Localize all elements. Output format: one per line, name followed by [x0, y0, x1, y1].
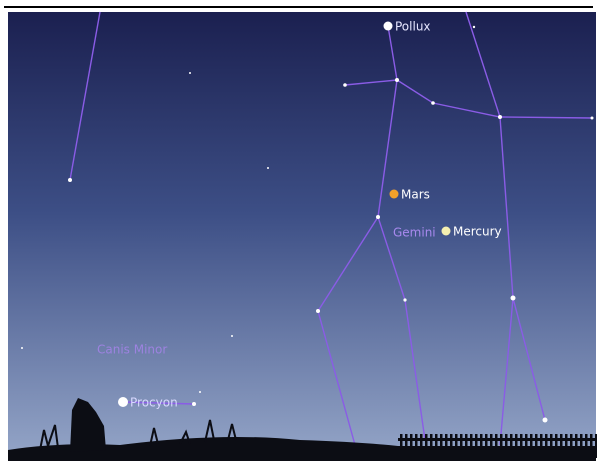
fence-picket — [470, 434, 473, 458]
star — [21, 347, 23, 349]
sky-chart: Pollux Mars Gemini Mercury Canis Minor P… — [0, 0, 597, 463]
fence-picket — [410, 434, 413, 458]
mars-marker — [390, 190, 399, 199]
procyon-marker — [118, 397, 128, 407]
fence-picket — [510, 434, 513, 458]
fence-picket — [495, 434, 498, 458]
star — [591, 117, 594, 120]
fence-picket — [465, 434, 468, 458]
fence-picket — [515, 434, 518, 458]
planet-label: Mercury — [453, 225, 502, 239]
fence-picket — [475, 434, 478, 458]
star — [343, 83, 347, 87]
fence-picket — [415, 434, 418, 458]
fence-picket — [590, 434, 593, 458]
fence-picket — [485, 434, 488, 458]
fence-picket — [540, 434, 543, 458]
fence-picket — [535, 434, 538, 458]
fence-picket — [530, 434, 533, 458]
star — [189, 72, 191, 74]
fence-picket — [545, 434, 548, 458]
star — [316, 309, 320, 313]
constellation-label: Gemini — [393, 226, 436, 240]
fence-picket — [505, 434, 508, 458]
constellation-label: Canis Minor — [97, 343, 167, 357]
star — [199, 391, 201, 393]
fence-picket — [580, 434, 583, 458]
fence-picket — [420, 434, 423, 458]
fence-picket — [525, 434, 528, 458]
fence-picket — [585, 434, 588, 458]
fence-picket — [575, 434, 578, 458]
star — [395, 78, 399, 82]
pollux-marker — [384, 22, 393, 31]
fence-picket — [460, 434, 463, 458]
fence-picket — [440, 434, 443, 458]
page: Pollux Mars Gemini Mercury Canis Minor P… — [0, 0, 597, 463]
planet-label: Mars — [401, 188, 430, 202]
fence-picket — [490, 434, 493, 458]
fence-picket — [435, 434, 438, 458]
fence-picket — [445, 434, 448, 458]
star — [543, 418, 548, 423]
star — [511, 296, 516, 301]
star — [376, 215, 380, 219]
star — [68, 178, 72, 182]
fence-picket — [565, 434, 568, 458]
fence-picket — [570, 434, 573, 458]
star — [403, 298, 406, 301]
fence-picket — [450, 434, 453, 458]
mercury-marker — [442, 227, 451, 236]
sky — [8, 12, 596, 461]
star — [192, 402, 196, 406]
fence-picket — [400, 434, 403, 458]
fence-picket — [500, 434, 503, 458]
star — [267, 167, 269, 169]
fence-picket — [430, 434, 433, 458]
fence-picket — [520, 434, 523, 458]
fence-picket — [455, 434, 458, 458]
fence-picket — [550, 434, 553, 458]
fence-picket — [425, 434, 428, 458]
fence-picket — [480, 434, 483, 458]
star-label: Procyon — [130, 396, 178, 410]
fence-picket — [405, 434, 408, 458]
star — [473, 26, 475, 28]
fence-picket — [560, 434, 563, 458]
star — [498, 115, 502, 119]
star — [231, 335, 233, 337]
fence-picket — [555, 434, 558, 458]
star-label: Pollux — [395, 20, 431, 34]
star — [431, 101, 435, 105]
